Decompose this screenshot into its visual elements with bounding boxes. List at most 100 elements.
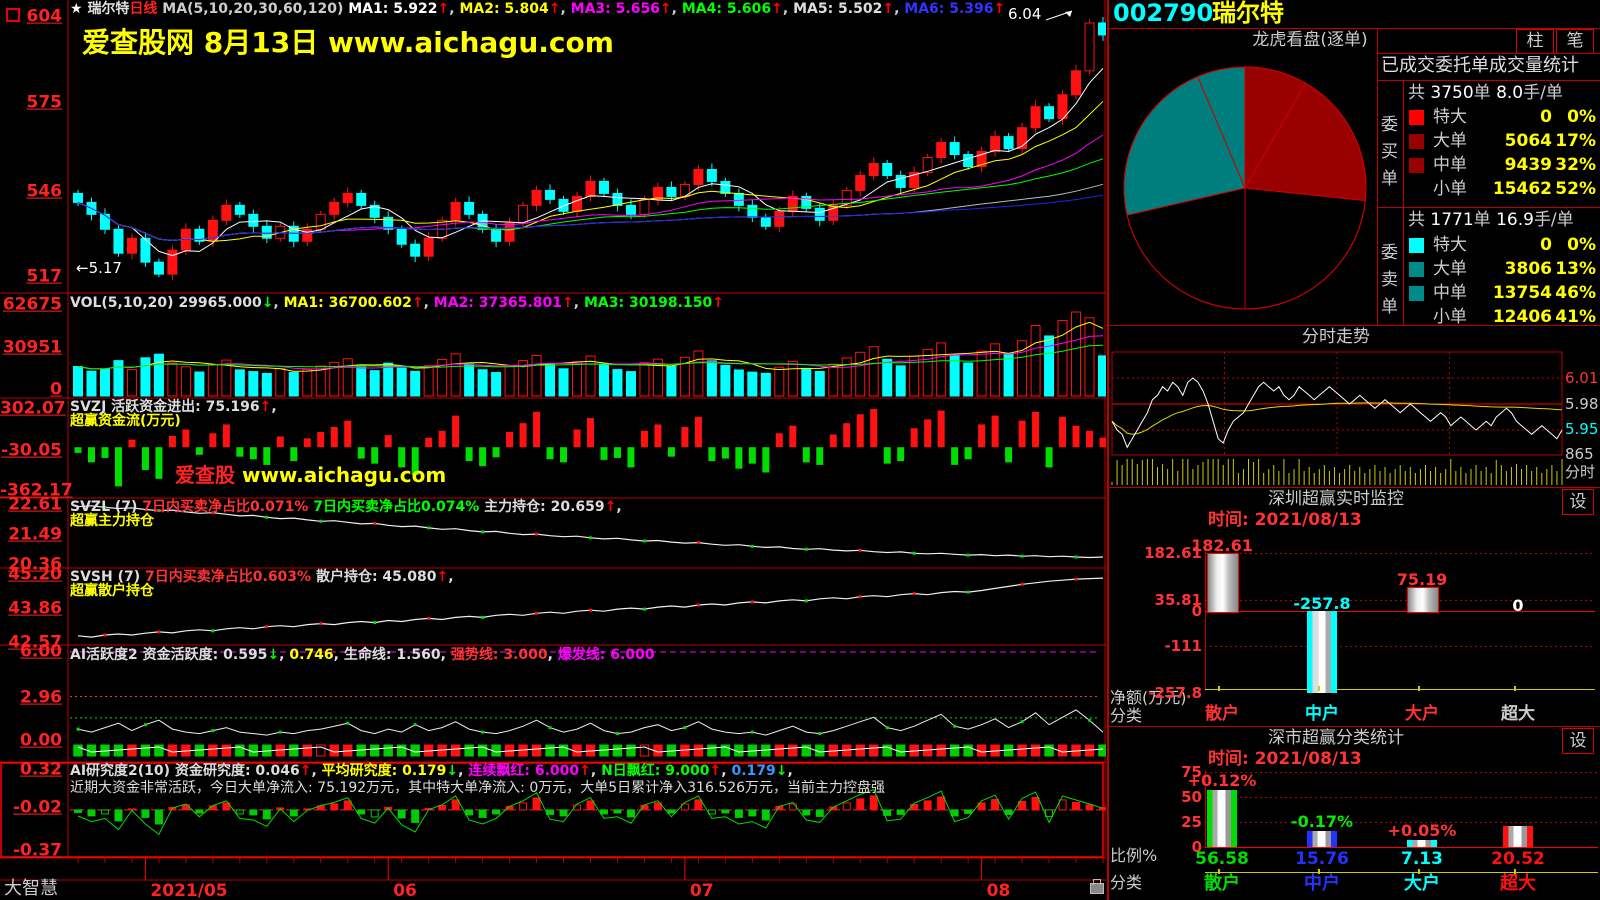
ai1-axis-label: 6.00 — [20, 641, 62, 662]
row-percent: 17% — [1555, 131, 1596, 151]
text-part: 主力持仓: 20.659 — [484, 499, 605, 515]
category-axis — [1205, 872, 1598, 873]
bar-超大 — [1503, 826, 1533, 847]
vol-header: VOL(5,10,20) 29965.000↓, MA1: 36700.602↑… — [70, 295, 724, 311]
vol-axis-label: 62675 — [2, 294, 62, 315]
lock-shackle-icon — [1093, 879, 1101, 885]
table-line — [1403, 80, 1404, 325]
swatch-特大 — [1409, 238, 1424, 253]
svzj-axis-label: -362.17 — [0, 480, 73, 501]
stats-axis — [1205, 770, 1206, 847]
stats-settings-button[interactable]: 设 — [1562, 728, 1594, 754]
text-part: 共 — [1408, 83, 1431, 103]
svzj-header: SVZJ 活跃资金进出: 75.196↑, — [70, 399, 277, 415]
main-axis-label: 517 — [26, 266, 63, 287]
section-divider — [1108, 325, 1600, 326]
tick — [1218, 686, 1220, 691]
svzl-axis-label: 20.36 — [8, 554, 62, 575]
text-part: 瑞尔特 — [87, 1, 130, 17]
tick — [1318, 869, 1320, 874]
intraday-preclose-label: 5.98 — [1565, 395, 1599, 413]
main-axis-label: 604 — [26, 6, 63, 27]
ai2-axis-label: 0.32 — [20, 759, 62, 780]
text-part: ↑ — [436, 569, 449, 585]
stats-time: 时间: 2021/08/13 — [1208, 749, 1362, 769]
svzl-subtitle: 超赢主力持仓 — [70, 513, 154, 529]
text-part: SVSH (7) — [70, 569, 146, 585]
stats-ytick: 50 — [1181, 787, 1202, 806]
svsh-subtitle: 超赢散户持仓 — [70, 583, 154, 599]
row-percent: 0% — [1567, 235, 1596, 255]
intraday-title: 分时走势 — [1302, 327, 1370, 347]
category-label-散户: 散户 — [1204, 873, 1240, 894]
longhu-title: 龙虎看盘(逐单) — [1252, 30, 1368, 50]
text-part: MA3: 5.656 — [570, 1, 660, 17]
svzj-axis-label: 302.07 — [0, 398, 66, 419]
monitor-settings-button[interactable]: 设 — [1562, 489, 1594, 515]
text-part: SVZL (7) — [70, 499, 143, 515]
text-part: 爱查股 — [175, 463, 242, 487]
text-part: 0.746 — [289, 647, 334, 663]
row-label: 特大 — [1433, 107, 1467, 127]
header-divider — [1108, 28, 1600, 29]
stats-ytick: 75 — [1181, 762, 1202, 781]
monitor-ytick: 0 — [1191, 601, 1202, 620]
column-divider — [1107, 0, 1109, 900]
zero-line — [1205, 611, 1595, 612]
text-part: ↑ — [437, 1, 450, 17]
text-part: 共 — [1408, 210, 1431, 230]
swatch-大单 — [1409, 262, 1424, 277]
bar-delta: +0.12% — [1187, 771, 1257, 791]
section-divider — [1108, 487, 1600, 488]
text-part: , — [547, 647, 558, 663]
text-part: 29965.000 — [178, 295, 262, 311]
monitor-ytick: 35.81 — [1154, 590, 1202, 609]
text-part: , — [440, 647, 451, 663]
bar-delta: +0.05% — [1387, 820, 1457, 840]
magnifier-icon[interactable] — [6, 8, 20, 22]
stats-ytick: 25 — [1181, 812, 1202, 831]
text-part: , — [787, 763, 793, 779]
app-logo[interactable]: 大智慧 — [4, 878, 58, 899]
category-label-散户: 散户 — [1205, 704, 1239, 724]
text-part: AI活跃度2 — [70, 647, 143, 663]
text-part: , — [782, 1, 794, 17]
text-part: 7日内买卖净占比0.071% — [142, 499, 314, 515]
order-flow-pie-chart — [1123, 66, 1367, 310]
text-part: 活跃资金进出: 75.196 — [111, 399, 260, 415]
text-part: 3750 — [1430, 83, 1474, 103]
text-part: MA3: 30198.150 — [583, 295, 713, 311]
stats-ytick: 0 — [1191, 837, 1202, 856]
text-part: 生命线: 1.560 — [343, 647, 441, 663]
tick — [1514, 686, 1516, 691]
tick — [1418, 686, 1420, 691]
summary-row: 共 3750单 8.0手/单 — [1408, 84, 1563, 103]
zero-line — [1205, 847, 1598, 848]
text-part: ★ — [70, 1, 88, 17]
pen-mode-button[interactable]: 笔 — [1556, 29, 1594, 54]
x-axis-label: 2021/05 — [150, 881, 228, 900]
text-part: , — [721, 763, 732, 779]
watermark: 爱查股网 8月13日 www.aichagu.com — [82, 26, 614, 59]
text-part: ↑ — [562, 295, 574, 311]
category-label-中户: 中户 — [1304, 873, 1340, 894]
x-axis-label: 07 — [689, 881, 714, 900]
text-part: MA(5,10,20,30,60,120) — [157, 1, 349, 17]
intraday-chart — [1111, 351, 1563, 485]
row-label: 特大 — [1433, 235, 1467, 255]
tick — [1418, 869, 1420, 874]
row-label: 小单 — [1433, 307, 1467, 327]
bar-value: 7.13 — [1401, 849, 1443, 869]
swatch-大单 — [1409, 134, 1424, 149]
stock-name[interactable]: 瑞尔特 — [1212, 0, 1284, 27]
stock-code[interactable]: 002790 — [1113, 0, 1214, 27]
row-count: 5064 — [1504, 131, 1552, 151]
text-part: 资金研究度: 0.046 — [174, 763, 300, 779]
text-part: , — [671, 1, 682, 17]
section-divider — [1108, 726, 1600, 727]
text-part: , — [458, 763, 469, 779]
main-axis-label: 546 — [26, 181, 63, 202]
text-part: N日飘红: 9.000 — [601, 763, 710, 779]
column-mode-button[interactable]: 柱 — [1516, 29, 1554, 54]
ai2-summary-text: 近期大资金非常活跃，今日大单净流入: 75.192万元，其中特大单净流入: 0万… — [70, 780, 886, 796]
